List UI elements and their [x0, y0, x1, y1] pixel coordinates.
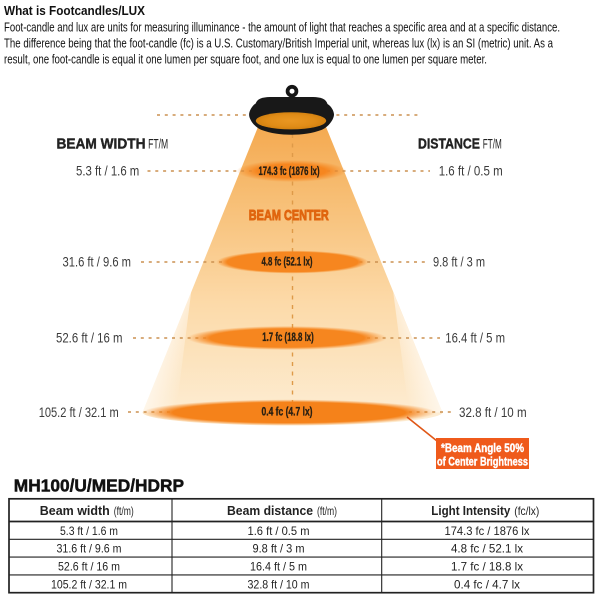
svg-text:9.8 ft / 3 m: 9.8 ft / 3 m — [433, 255, 485, 270]
svg-text:What is Footcandles/LUX: What is Footcandles/LUX — [4, 4, 146, 18]
svg-text:The difference being that the: The difference being that the foot-candl… — [4, 36, 554, 51]
svg-text:174.3 fc (1876 lx): 174.3 fc (1876 lx) — [259, 164, 320, 178]
svg-text:BEAM WIDTH: BEAM WIDTH — [57, 137, 146, 153]
svg-text:5.3 ft / 1.6 m: 5.3 ft / 1.6 m — [60, 524, 118, 538]
svg-text:Beam distance: Beam distance — [227, 504, 313, 518]
svg-text:result, one foot-candle is equ: result, one foot-candle is equal it one … — [4, 52, 487, 67]
svg-text:FT/M: FT/M — [483, 137, 502, 152]
svg-text:*Beam Angle 50%: *Beam Angle 50% — [441, 441, 524, 455]
svg-text:31.6 ft / 9.6 m: 31.6 ft / 9.6 m — [63, 255, 132, 270]
svg-text:1.7 fc / 18.8 lx: 1.7 fc / 18.8 lx — [451, 560, 523, 574]
svg-text:32.8 ft / 10 m: 32.8 ft / 10 m — [459, 405, 527, 420]
svg-text:of Center Brightness: of Center Brightness — [437, 455, 528, 469]
svg-text:(fc/lx): (fc/lx) — [514, 504, 539, 518]
svg-text:16.4 ft / 5 m: 16.4 ft / 5 m — [445, 331, 505, 346]
svg-text:52.6 ft / 16 m: 52.6 ft / 16 m — [58, 560, 120, 574]
svg-text:BEAM CENTER: BEAM CENTER — [249, 207, 329, 224]
svg-text:Light Intensity: Light Intensity — [431, 504, 510, 518]
svg-text:Foot-candle and lux are units: Foot-candle and lux are units for measur… — [4, 20, 560, 35]
svg-text:1.6 ft / 0.5 m: 1.6 ft / 0.5 m — [248, 524, 310, 538]
svg-text:31.6 ft / 9.6 m: 31.6 ft / 9.6 m — [57, 542, 122, 556]
svg-text:Beam width: Beam width — [40, 504, 110, 518]
svg-text:1.7 fc (18.8 lx): 1.7 fc (18.8 lx) — [262, 330, 314, 344]
svg-text:5.3 ft / 1.6 m: 5.3 ft / 1.6 m — [76, 164, 139, 179]
svg-text:32.8 ft / 10 m: 32.8 ft / 10 m — [248, 577, 310, 591]
svg-text:FT/M: FT/M — [148, 137, 168, 152]
svg-text:0.4 fc / 4.7 lx: 0.4 fc / 4.7 lx — [454, 577, 520, 591]
svg-text:16.4 ft / 5 m: 16.4 ft / 5 m — [250, 560, 307, 574]
svg-text:52.6 ft / 16 m: 52.6 ft / 16 m — [56, 331, 123, 346]
svg-text:4.8 fc / 52.1 lx: 4.8 fc / 52.1 lx — [451, 542, 523, 556]
svg-text:(ft/m): (ft/m) — [317, 504, 337, 518]
svg-text:1.6 ft / 0.5 m: 1.6 ft / 0.5 m — [439, 164, 503, 179]
svg-text:MH100/U/MED/HDRP: MH100/U/MED/HDRP — [14, 476, 185, 496]
svg-text:105.2 ft / 32.1 m: 105.2 ft / 32.1 m — [39, 405, 119, 420]
svg-text:DISTANCE: DISTANCE — [418, 137, 480, 153]
svg-text:(ft/m): (ft/m) — [114, 504, 134, 518]
svg-text:0.4 fc (4.7 lx): 0.4 fc (4.7 lx) — [262, 404, 313, 418]
svg-text:174.3 fc / 1876 lx: 174.3 fc / 1876 lx — [445, 524, 530, 538]
svg-text:4.8 fc (52.1 lx): 4.8 fc (52.1 lx) — [262, 254, 313, 268]
svg-text:105.2 ft / 32.1 m: 105.2 ft / 32.1 m — [51, 577, 127, 591]
svg-text:9.8 ft / 3 m: 9.8 ft / 3 m — [253, 542, 305, 556]
